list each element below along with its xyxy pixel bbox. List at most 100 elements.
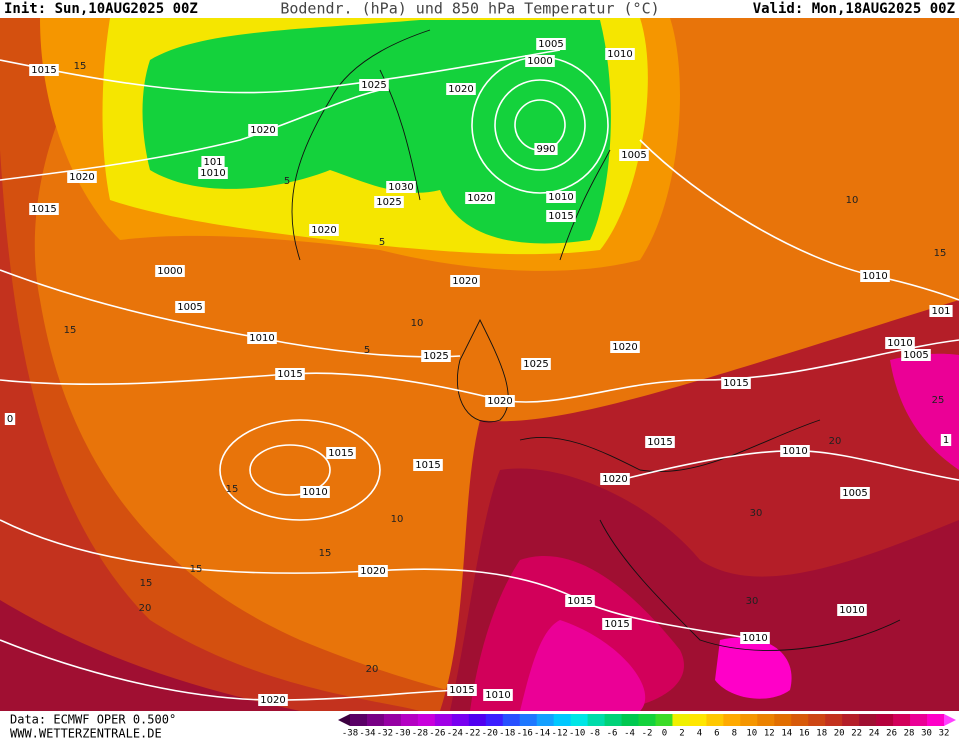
colorbar-swatch bbox=[604, 714, 623, 726]
colorbar-arrow bbox=[338, 714, 350, 726]
colorbar-label: 28 bbox=[904, 729, 915, 739]
header-bar bbox=[0, 0, 959, 18]
colorbar-label: -30 bbox=[394, 729, 410, 739]
colorbar-swatch bbox=[910, 714, 928, 726]
colorbar-label: 22 bbox=[851, 729, 862, 739]
colorbar-label: 16 bbox=[799, 729, 810, 739]
isobar-label-box bbox=[536, 38, 566, 50]
isobar-label-box bbox=[4, 413, 16, 425]
isobar-label: 1020 bbox=[250, 125, 275, 136]
isobar-label-box bbox=[780, 445, 810, 457]
colorbar-swatch bbox=[655, 714, 673, 726]
isobar-label-box bbox=[929, 305, 953, 317]
isobar-label-box bbox=[837, 604, 867, 616]
colorbar-swatch bbox=[893, 714, 911, 726]
isotherm-label: 10 bbox=[391, 514, 404, 525]
field-warm bbox=[0, 18, 520, 711]
colorbar-swatch bbox=[825, 714, 843, 726]
colorbar-swatch bbox=[638, 714, 656, 726]
colorbar-label: 12 bbox=[764, 729, 775, 739]
isobar-label: 1020 bbox=[448, 84, 473, 95]
colorbar-swatch bbox=[451, 714, 470, 726]
isotherm-label: 30 bbox=[746, 596, 759, 607]
colorbar-label: -32 bbox=[377, 729, 393, 739]
colorbar-label: 32 bbox=[939, 729, 950, 739]
colorbar-label: 0 bbox=[662, 729, 667, 739]
colorbar-label: -14 bbox=[534, 729, 550, 739]
colorbar-label: -28 bbox=[412, 729, 428, 739]
isobar-labels: 1015102010151000100510101015101101010201… bbox=[4, 38, 953, 706]
isobar-label: 101 bbox=[931, 306, 950, 317]
colorbar-swatch bbox=[808, 714, 826, 726]
title: Bodendr. (hPa) und 850 hPa Temperatur (°… bbox=[280, 0, 659, 18]
isobar-label: 1010 bbox=[249, 333, 274, 344]
isobar-label-box bbox=[175, 301, 205, 313]
colorbar-swatch bbox=[723, 714, 741, 726]
isobar-label: 1020 bbox=[612, 342, 637, 353]
colorbar-label: 24 bbox=[869, 729, 880, 739]
isobar-label-box bbox=[605, 48, 635, 60]
isobar-label: 1015 bbox=[449, 685, 474, 696]
isobar-label: 1015 bbox=[548, 211, 573, 222]
isobar-label: 101 bbox=[203, 157, 222, 168]
colorbar-swatch bbox=[519, 714, 538, 726]
isobar-label-box bbox=[155, 265, 185, 277]
isobar-label-box bbox=[721, 377, 751, 389]
isobar-label: 1000 bbox=[157, 266, 182, 277]
colorbar-label: -16 bbox=[517, 729, 533, 739]
colorbar-label: -2 bbox=[642, 729, 653, 739]
isobar-label: 1000 bbox=[527, 56, 552, 67]
isobar-label: 1 bbox=[943, 435, 949, 446]
isobar-label: 1010 bbox=[862, 271, 887, 282]
isobar-label-box bbox=[885, 337, 915, 349]
isobar-label-box bbox=[359, 79, 389, 91]
isotherm-label: 5 bbox=[364, 345, 370, 356]
colorbar-label: 18 bbox=[816, 729, 827, 739]
colorbar-label: -20 bbox=[482, 729, 498, 739]
colorbar-swatch bbox=[927, 714, 945, 726]
isobar-label-box bbox=[386, 181, 416, 193]
colorbar-swatch bbox=[468, 714, 487, 726]
colorbar-label: -38 bbox=[342, 729, 358, 739]
isobar-label: 990 bbox=[536, 144, 555, 155]
valid-time: Valid: Mon,18AUG2025 00Z bbox=[753, 1, 955, 17]
isobar-label: 1030 bbox=[388, 182, 413, 193]
isobar-label: 1010 bbox=[200, 168, 225, 179]
isobar-label: 1005 bbox=[177, 302, 202, 313]
isobar-label: 1015 bbox=[31, 204, 56, 215]
colorbar-swatch bbox=[502, 714, 521, 726]
isobar-label: 1015 bbox=[567, 596, 592, 607]
isobar-label-box bbox=[247, 332, 277, 344]
isobar-label: 1010 bbox=[887, 338, 912, 349]
field-warm bbox=[0, 150, 420, 711]
field-hot bbox=[0, 600, 300, 711]
colorbar-label: 30 bbox=[921, 729, 932, 739]
isobar-label-box bbox=[521, 358, 551, 370]
isobar-label: 1020 bbox=[360, 566, 385, 577]
colorbar-swatch bbox=[791, 714, 809, 726]
isobar-label: 1025 bbox=[376, 197, 401, 208]
colorbar-label: -18 bbox=[499, 729, 515, 739]
colorbar-label: 8 bbox=[732, 729, 737, 739]
colorbar-swatch bbox=[434, 714, 453, 726]
isobar-label-box bbox=[275, 368, 305, 380]
colorbar-swatch bbox=[553, 714, 572, 726]
isobar-label-box bbox=[421, 350, 451, 362]
colorbar-swatch bbox=[485, 714, 504, 726]
isobar-label-box bbox=[602, 618, 632, 630]
isotherm-label: 5 bbox=[284, 176, 290, 187]
isobar-label-box bbox=[840, 487, 870, 499]
colorbar-swatch bbox=[400, 714, 419, 726]
isobar-label-box bbox=[446, 83, 476, 95]
colorbar-swatch bbox=[859, 714, 877, 726]
isobar-label-box bbox=[29, 203, 59, 215]
isobar-label: 1015 bbox=[647, 437, 672, 448]
site: WWW.WETTERZENTRALE.DE bbox=[10, 727, 162, 741]
colorbar-swatch bbox=[740, 714, 758, 726]
isotherm-label: 30 bbox=[750, 508, 763, 519]
isobar-label-box bbox=[447, 684, 477, 696]
isobar-label: 1015 bbox=[31, 65, 56, 76]
isobar-label: 1015 bbox=[328, 448, 353, 459]
